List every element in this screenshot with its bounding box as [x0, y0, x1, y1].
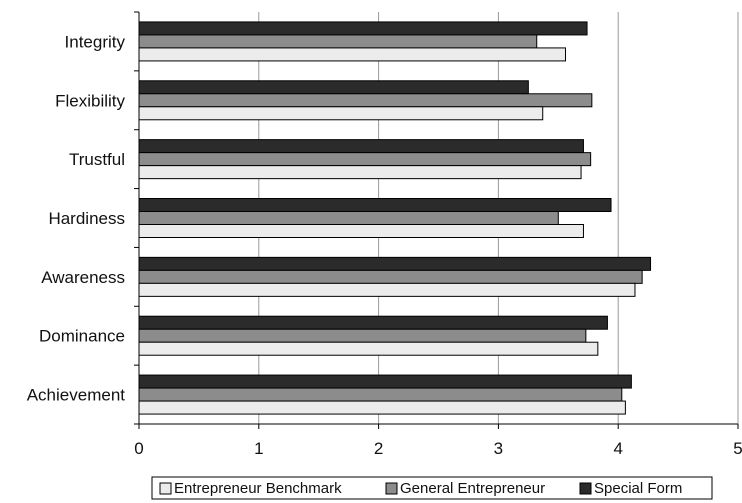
category-label-awareness: Awareness	[41, 268, 125, 287]
bar-awareness-special-form	[138, 256, 652, 271]
category-label-hardiness: Hardiness	[48, 209, 125, 228]
category-label-integrity: Integrity	[65, 32, 126, 51]
category-label-trustful: Trustful	[69, 150, 125, 169]
x-tick-label-2: 2	[374, 439, 383, 458]
legend-swatch-entrepreneur-benchmark	[159, 482, 172, 495]
bar-flexibility-entrepreneur-benchmark	[138, 106, 544, 121]
bar-flexibility-general-entrepreneur	[138, 93, 593, 108]
bar-dominance-general-entrepreneur	[138, 328, 587, 343]
bar-awareness-general-entrepreneur	[138, 269, 643, 284]
bar-trustful-general-entrepreneur	[138, 152, 592, 167]
x-tick-label-5: 5	[733, 439, 742, 458]
x-tick-label-1: 1	[254, 439, 263, 458]
category-labels: Integrity Flexibility Trustful Hardiness Awa…	[27, 32, 126, 404]
category-label-achievement: Achievement	[27, 386, 126, 405]
x-tick-labels: 0 1 2 3 4 5	[134, 439, 742, 458]
category-label-flexibility: Flexibility	[55, 91, 125, 110]
legend-box	[151, 476, 713, 500]
x-tick-label-3: 3	[494, 439, 503, 458]
bar-flexibility-special-form	[138, 80, 529, 95]
x-tick-label-0: 0	[134, 439, 143, 458]
bar-trustful-special-form	[138, 139, 584, 154]
legend-label-special-form: Special Form	[594, 480, 682, 497]
bar-achievement-entrepreneur-benchmark	[138, 400, 626, 415]
bar-integrity-special-form	[138, 21, 588, 36]
bars	[138, 21, 652, 415]
bar-hardiness-entrepreneur-benchmark	[138, 224, 584, 238]
legend-label-entrepreneur-benchmark: Entrepreneur Benchmark	[174, 480, 342, 497]
legend-swatch-special-form	[579, 482, 592, 495]
bar-achievement-general-entrepreneur	[138, 387, 623, 402]
legend-swatch-general-entrepreneur	[385, 482, 398, 495]
legend: Entrepreneur Benchmark General Entreprene…	[151, 476, 713, 500]
category-label-dominance: Dominance	[39, 327, 125, 346]
bar-hardiness-general-entrepreneur	[138, 211, 559, 225]
bar-integrity-entrepreneur-benchmark	[138, 47, 566, 62]
bar-dominance-special-form	[138, 315, 608, 330]
bar-integrity-general-entrepreneur	[138, 34, 538, 49]
bar-trustful-entrepreneur-benchmark	[138, 165, 582, 180]
bar-achievement-special-form	[138, 374, 632, 389]
axes	[134, 11, 739, 429]
legend-label-general-entrepreneur: General Entrepreneur	[400, 480, 545, 497]
bar-awareness-entrepreneur-benchmark	[138, 282, 636, 297]
bar-dominance-entrepreneur-benchmark	[138, 341, 599, 356]
x-tick-label-4: 4	[613, 439, 622, 458]
bar-hardiness-special-form	[138, 198, 612, 212]
